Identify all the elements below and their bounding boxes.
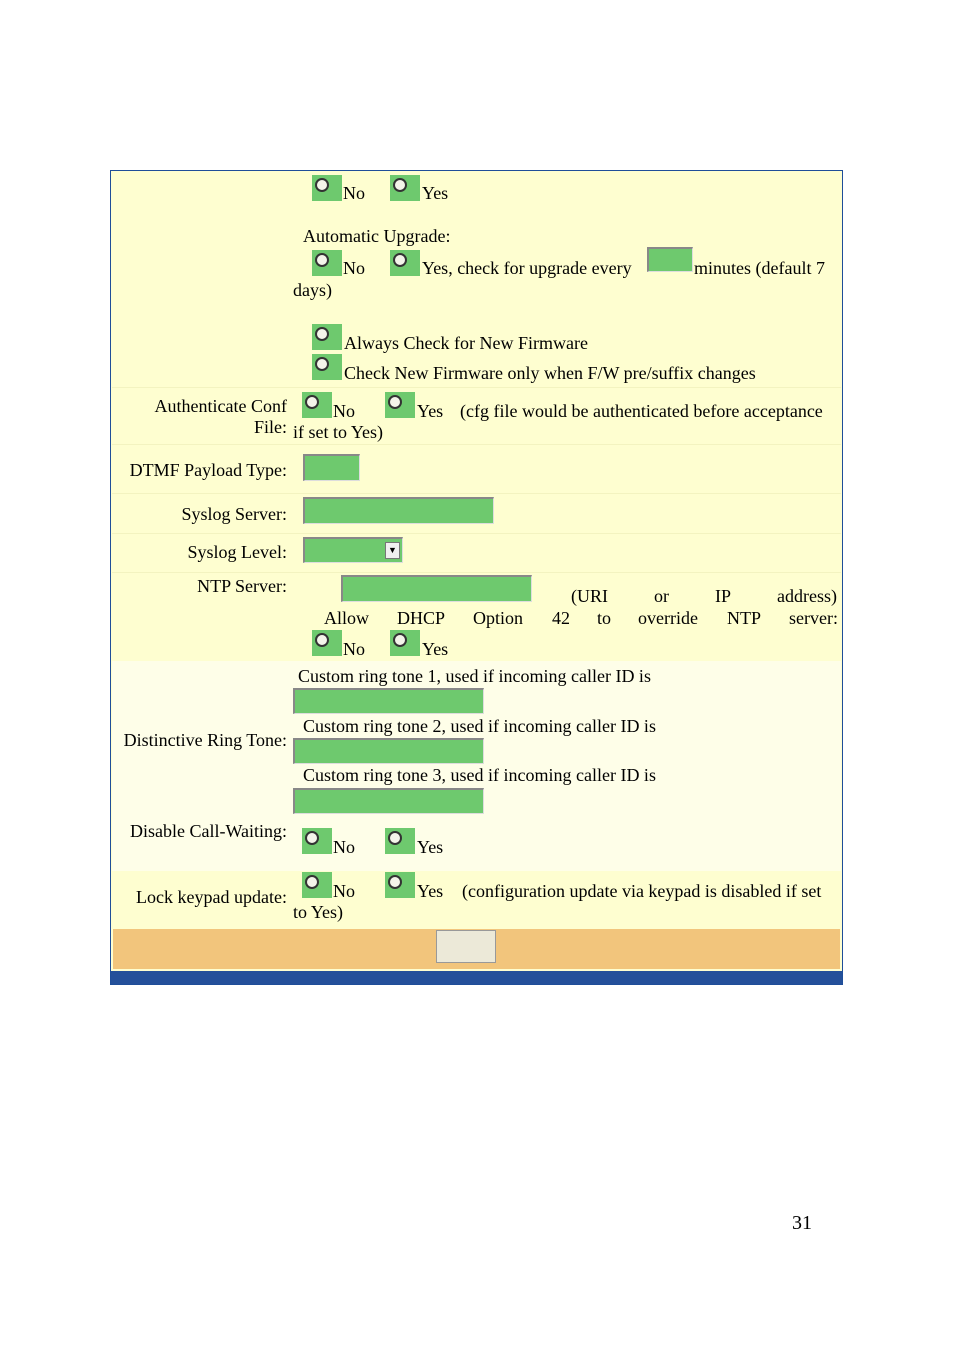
ntp-note-word: IP	[715, 586, 732, 606]
submit-button[interactable]	[436, 930, 496, 963]
auto-upgrade-yes-label: Yes, check for upgrade every	[422, 258, 632, 278]
ntp-note-word: (URI	[571, 586, 608, 606]
check-suffix-changes-radio[interactable]	[312, 354, 342, 380]
ring-tone-3-label: Custom ring tone 3, used if incoming cal…	[303, 765, 656, 785]
ring-tone-1-input[interactable]	[293, 688, 484, 714]
firmware-check-no-label: No	[343, 183, 365, 203]
lock-keypad-no-label: No	[333, 881, 355, 901]
auth-conf-yes-radio[interactable]	[385, 392, 415, 418]
call-waiting-no-radio[interactable]	[302, 828, 332, 854]
ntp-dhcp-word: NTP	[727, 608, 762, 628]
ntp-dhcp-word: server:	[789, 608, 838, 628]
firmware-check-no-radio[interactable]	[312, 175, 342, 201]
call-waiting-yes-label: Yes	[417, 837, 444, 857]
auth-conf-no-radio[interactable]	[302, 392, 332, 418]
ntp-dhcp-yes-label: Yes	[422, 639, 449, 659]
lock-keypad-yes-radio[interactable]	[385, 872, 415, 898]
page-number: 31	[792, 1212, 812, 1234]
call-waiting-yes-radio[interactable]	[385, 828, 415, 854]
lock-keypad-yes-label: Yes	[417, 881, 444, 901]
upgrade-interval-input[interactable]	[647, 247, 693, 272]
dtmf-payload-input[interactable]	[303, 454, 360, 481]
syslog-level-select[interactable]: ▼	[303, 537, 403, 563]
lock-keypad-label: Lock keypad update:	[136, 887, 287, 907]
check-suffix-changes-label: Check New Firmware only when F/W pre/suf…	[344, 363, 756, 383]
ntp-dhcp-word: DHCP	[397, 608, 446, 628]
ntp-note-word: or	[654, 586, 669, 606]
bottom-bar	[111, 971, 842, 984]
auth-conf-label-2: File:	[253, 417, 287, 437]
syslog-level-label: Syslog Level:	[187, 542, 288, 562]
syslog-server-label: Syslog Server:	[181, 504, 288, 524]
auth-conf-label-1: Authenticate Conf	[154, 396, 287, 416]
ntp-dhcp-no-label: No	[343, 639, 365, 659]
ntp-note-word: address)	[777, 586, 837, 606]
auto-upgrade-no-radio[interactable]	[312, 250, 342, 276]
ntp-dhcp-word: Option	[473, 608, 524, 628]
ntp-server-input[interactable]	[341, 575, 532, 602]
auto-upgrade-label: Automatic Upgrade:	[303, 226, 451, 246]
ntp-dhcp-word: 42	[552, 608, 570, 628]
ntp-server-label: NTP Server:	[197, 576, 287, 596]
ring-tone-3-input[interactable]	[293, 788, 484, 814]
auto-upgrade-no-label: No	[343, 258, 365, 278]
auth-conf-note: (cfg file would be authenticated before …	[460, 401, 823, 421]
ring-tone-2-input[interactable]	[293, 738, 484, 764]
firmware-check-yes-label: Yes	[422, 183, 449, 203]
ring-tone-1-label: Custom ring tone 1, used if incoming cal…	[298, 666, 651, 686]
ntp-dhcp-word: override	[638, 608, 698, 628]
form-footer	[113, 929, 840, 969]
call-waiting-no-label: No	[333, 837, 355, 857]
ntp-dhcp-word: to	[597, 608, 612, 628]
ring-tone-2-label: Custom ring tone 2, used if incoming cal…	[303, 716, 656, 736]
auth-conf-yes-label: Yes	[417, 401, 444, 421]
always-check-firmware-label: Always Check for New Firmware	[344, 333, 588, 353]
call-waiting-label: Disable Call-Waiting:	[129, 821, 287, 841]
ntp-dhcp-yes-radio[interactable]	[390, 630, 420, 656]
auth-conf-no-label: No	[333, 401, 355, 421]
syslog-server-input[interactable]	[303, 497, 494, 524]
ntp-dhcp-word: Allow	[324, 608, 369, 628]
lock-keypad-note: (configuration update via keypad is disa…	[462, 881, 822, 901]
ring-tone-label: Distinctive Ring Tone:	[123, 730, 287, 750]
ntp-dhcp-no-radio[interactable]	[312, 630, 342, 656]
upgrade-interval-suffix-wrap: days)	[293, 280, 332, 300]
firmware-check-yes-radio[interactable]	[390, 175, 420, 201]
lock-keypad-note-wrap: to Yes)	[293, 902, 344, 922]
upgrade-interval-suffix: minutes (default 7	[694, 258, 825, 278]
settings-form-panel: No Yes Automatic Upgrade: No Yes, check …	[110, 170, 843, 985]
chevron-down-icon[interactable]: ▼	[385, 542, 400, 559]
auth-conf-note-wrap: if set to Yes)	[293, 422, 384, 442]
always-check-firmware-radio[interactable]	[312, 324, 342, 350]
auto-upgrade-yes-radio[interactable]	[390, 250, 420, 276]
lock-keypad-no-radio[interactable]	[302, 872, 332, 898]
dtmf-label: DTMF Payload Type:	[129, 460, 287, 480]
